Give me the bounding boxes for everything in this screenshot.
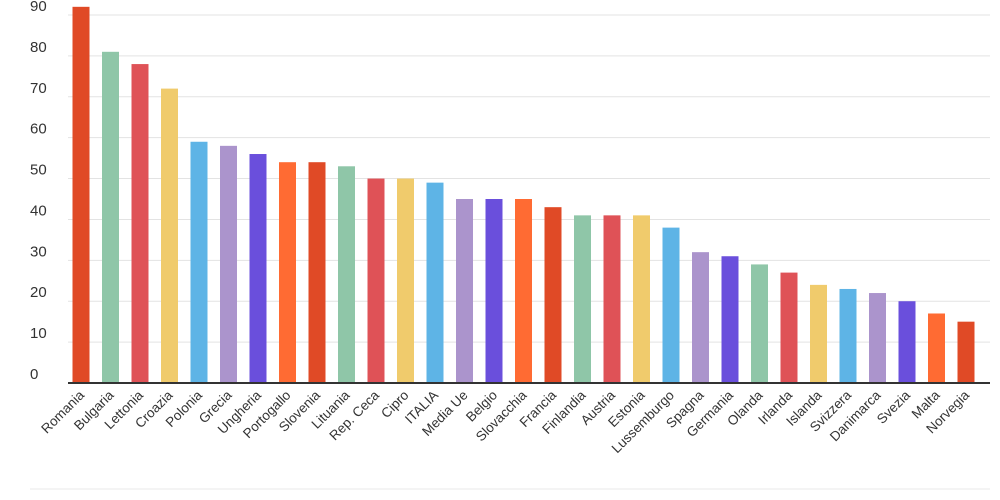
bar-lettonia (131, 64, 149, 383)
bar-francia (544, 207, 562, 383)
bar-croazia (161, 88, 178, 383)
bar-rep-ceca (367, 178, 385, 383)
bar-estonia (633, 215, 650, 383)
bar-svezia (898, 301, 916, 383)
bar-svizzera (839, 288, 857, 383)
bar-portogallo (279, 162, 296, 383)
bar-germania (721, 256, 739, 383)
bar-belgio (485, 199, 503, 383)
y-tick-label: 0 (30, 366, 38, 383)
y-tick-label: 30 (30, 243, 47, 260)
bar-malta (928, 313, 945, 383)
y-tick-label: 90 (30, 0, 47, 15)
y-tick-label: 10 (30, 325, 47, 342)
bar-polonia (190, 141, 208, 383)
y-tick-label: 20 (30, 284, 47, 301)
x-axis-labels: RomaniaBulgariaLettoniaCroaziaPoloniaGre… (38, 387, 972, 456)
y-tick-label: 40 (30, 202, 47, 219)
bar-lussemburgo (662, 227, 680, 383)
bar-irlanda (780, 272, 798, 383)
bar-lituania (338, 166, 355, 383)
bar-grecia (220, 145, 237, 383)
bars (72, 6, 975, 384)
bar-austria (603, 215, 621, 383)
bar-spagna (692, 252, 709, 383)
bar-bulgaria (102, 51, 119, 384)
y-axis-ticks: 0 10 20 30 40 50 60 70 80 90 (30, 0, 47, 383)
bar-media-ue (456, 199, 473, 383)
bar-italia (426, 182, 444, 383)
y-tick-label: 50 (30, 162, 47, 179)
bar-islanda (810, 284, 827, 383)
bar-slovenia (308, 162, 326, 383)
bar-slovacchia (515, 199, 532, 383)
y-tick-label: 60 (30, 121, 47, 138)
bar-romania (72, 6, 90, 383)
x-category-label: Svezia (874, 387, 914, 427)
bar-olanda (751, 264, 768, 383)
bar-finlandia (574, 215, 591, 383)
y-tick-label: 80 (30, 39, 47, 56)
bar-danimarca (869, 293, 886, 383)
bar-cipro (397, 178, 414, 383)
y-tick-label: 70 (30, 80, 47, 97)
bar-norvegia (957, 321, 975, 383)
bar-ungheria (249, 154, 267, 383)
